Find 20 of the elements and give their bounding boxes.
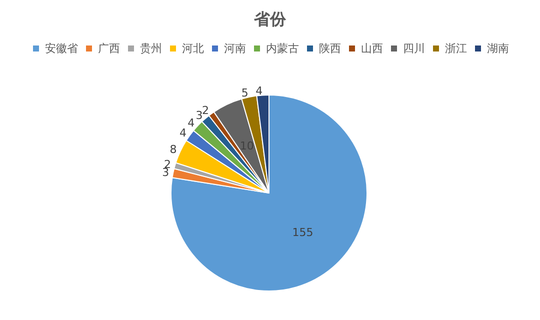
chart-title: 省份 [253, 10, 287, 28]
legend-label: 湖南 [487, 42, 509, 55]
data-label: 4 [179, 126, 186, 140]
legend-label: 山西 [361, 42, 383, 55]
legend-label: 广西 [98, 42, 120, 55]
legend-label: 四川 [403, 42, 425, 55]
legend-label: 陕西 [319, 42, 341, 55]
data-label: 155 [292, 226, 314, 240]
data-label: 3 [196, 108, 203, 122]
legend-label: 河南 [224, 42, 246, 55]
legend-label: 内蒙古 [266, 42, 299, 55]
data-label: 2 [202, 104, 210, 117]
data-label: 4 [188, 116, 195, 130]
data-label: 4 [256, 84, 263, 98]
legend-label: 安徽省 [45, 42, 78, 55]
legend-label: 河北 [182, 42, 204, 55]
data-label: 5 [241, 86, 248, 100]
data-label: 8 [170, 143, 177, 156]
legend-label: 浙江 [445, 42, 467, 55]
legend-label: 贵州 [140, 42, 162, 55]
